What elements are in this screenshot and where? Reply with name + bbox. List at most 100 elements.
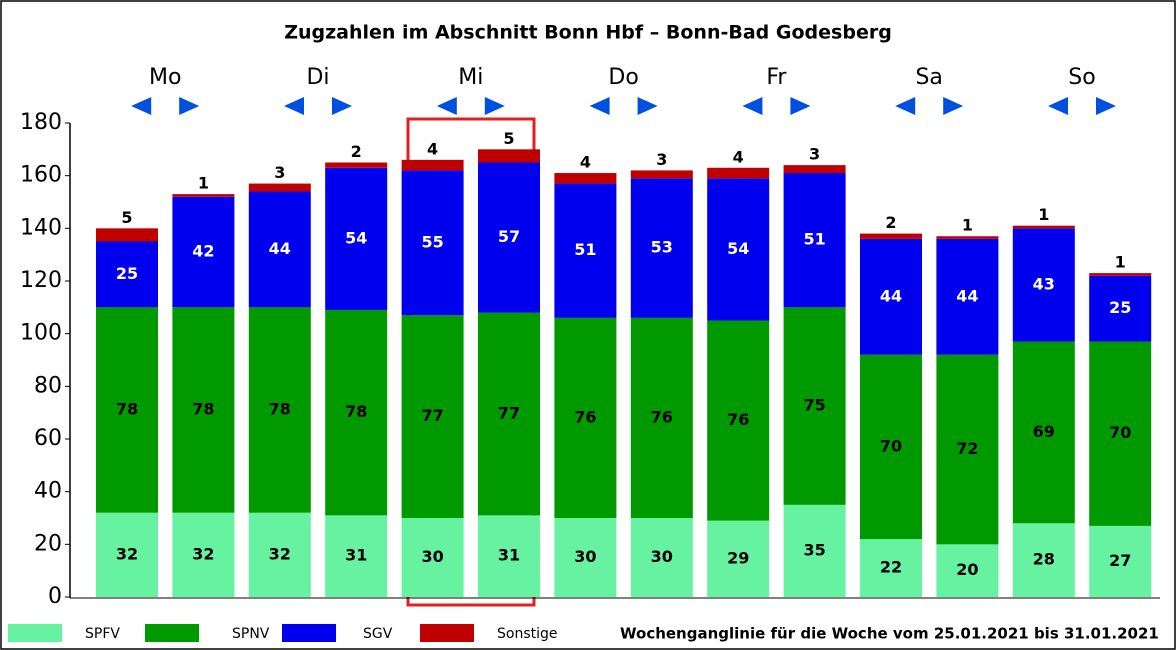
prev-arrow[interactable] xyxy=(589,97,610,115)
bar-segment xyxy=(783,165,846,174)
value-label: 78 xyxy=(345,402,367,421)
y-tick-label: 180 xyxy=(20,110,62,135)
next-arrow[interactable] xyxy=(332,97,352,115)
bar-segment xyxy=(936,238,999,355)
legend-swatch xyxy=(8,624,62,642)
legend-swatch xyxy=(145,624,199,642)
value-label: 20 xyxy=(956,560,978,579)
value-label: 44 xyxy=(956,286,978,305)
value-label: 70 xyxy=(1109,423,1131,442)
day-label: Sa xyxy=(915,65,942,90)
bar-segment xyxy=(554,173,617,184)
bar-segment xyxy=(783,307,846,505)
value-label: 30 xyxy=(651,547,673,566)
y-tick-label: 60 xyxy=(34,426,62,451)
value-label: 5 xyxy=(503,129,514,148)
bar-segment xyxy=(783,173,846,308)
bar-segment xyxy=(96,228,158,242)
next-arrow[interactable] xyxy=(484,97,505,115)
bar-segment xyxy=(248,512,311,597)
y-tick-label: 20 xyxy=(34,531,62,556)
bar-segment xyxy=(783,504,846,597)
value-label: 32 xyxy=(192,544,214,563)
value-label: 3 xyxy=(274,163,285,182)
value-label: 3 xyxy=(656,150,667,169)
value-label: 51 xyxy=(574,240,596,259)
prev-arrow[interactable] xyxy=(895,97,916,115)
value-label: 78 xyxy=(192,400,214,419)
bar-segment xyxy=(325,162,388,168)
value-label: 22 xyxy=(880,558,902,577)
legend-label: Sonstige xyxy=(497,626,558,642)
prev-arrow[interactable] xyxy=(1048,97,1068,115)
bar-segment xyxy=(860,233,922,239)
value-label: 54 xyxy=(345,228,367,247)
value-label: 28 xyxy=(1033,550,1055,569)
bar-segment xyxy=(325,515,388,597)
y-tick-label: 120 xyxy=(20,268,62,293)
bar-segment xyxy=(554,518,617,597)
value-label: 42 xyxy=(192,242,214,261)
value-label: 69 xyxy=(1033,422,1055,441)
day-label: Di xyxy=(306,65,329,90)
bar-segment xyxy=(325,309,388,516)
value-label: 70 xyxy=(880,436,902,455)
prev-arrow[interactable] xyxy=(436,97,457,115)
value-label: 44 xyxy=(880,286,902,305)
value-label: 78 xyxy=(269,400,291,419)
bar-segment xyxy=(478,149,540,163)
value-label: 57 xyxy=(498,227,520,246)
value-label: 78 xyxy=(116,400,138,419)
y-tick-label: 80 xyxy=(34,373,62,398)
value-label: 77 xyxy=(498,403,520,422)
y-tick-label: 140 xyxy=(20,215,62,240)
value-label: 1 xyxy=(962,216,973,235)
value-label: 76 xyxy=(574,407,596,426)
bar-segment xyxy=(1012,228,1075,342)
value-label: 25 xyxy=(1109,298,1131,317)
prev-arrow[interactable] xyxy=(742,97,763,115)
next-arrow[interactable] xyxy=(179,97,200,115)
y-tick-label: 160 xyxy=(20,163,62,188)
day-label: Mo xyxy=(149,65,181,90)
value-label: 2 xyxy=(351,142,362,161)
value-label: 3 xyxy=(809,145,820,164)
value-label: 55 xyxy=(421,232,443,251)
bar-segment xyxy=(1012,225,1075,229)
next-arrow[interactable] xyxy=(1096,97,1116,115)
bar-segment xyxy=(172,196,235,308)
bar-segment xyxy=(401,518,464,597)
bar-segment xyxy=(401,159,464,171)
bar-segment xyxy=(1089,275,1152,342)
bar-segment xyxy=(96,307,158,513)
value-label: 1 xyxy=(1115,253,1126,272)
value-label: 76 xyxy=(651,407,673,426)
value-label: 32 xyxy=(116,544,138,563)
note: Wochenganglinie für die Woche vom 25.01.… xyxy=(620,625,1159,643)
bar-segment xyxy=(554,183,617,318)
next-arrow[interactable] xyxy=(943,97,964,115)
bar-segment xyxy=(478,162,540,313)
value-label: 5 xyxy=(121,208,132,227)
bar-segment xyxy=(707,178,770,321)
bar-segment xyxy=(707,320,770,521)
prev-arrow[interactable] xyxy=(284,97,304,115)
value-label: 27 xyxy=(1109,551,1131,570)
value-label: 77 xyxy=(421,406,443,425)
next-arrow[interactable] xyxy=(637,97,658,115)
y-tick-label: 40 xyxy=(34,479,62,504)
bar-segment xyxy=(401,170,464,316)
next-arrow[interactable] xyxy=(790,97,811,115)
bar-segment xyxy=(248,191,311,308)
value-label: 72 xyxy=(956,439,978,458)
day-label: Mi xyxy=(458,65,483,90)
value-label: 53 xyxy=(651,238,673,257)
value-label: 75 xyxy=(803,396,825,415)
prev-arrow[interactable] xyxy=(131,97,152,115)
bar-segment xyxy=(707,167,770,179)
legend-label: SPFV xyxy=(85,626,120,642)
value-label: 31 xyxy=(498,546,520,565)
value-label: 25 xyxy=(116,264,138,283)
bar-segment xyxy=(554,317,617,518)
bar-segment xyxy=(96,512,158,597)
